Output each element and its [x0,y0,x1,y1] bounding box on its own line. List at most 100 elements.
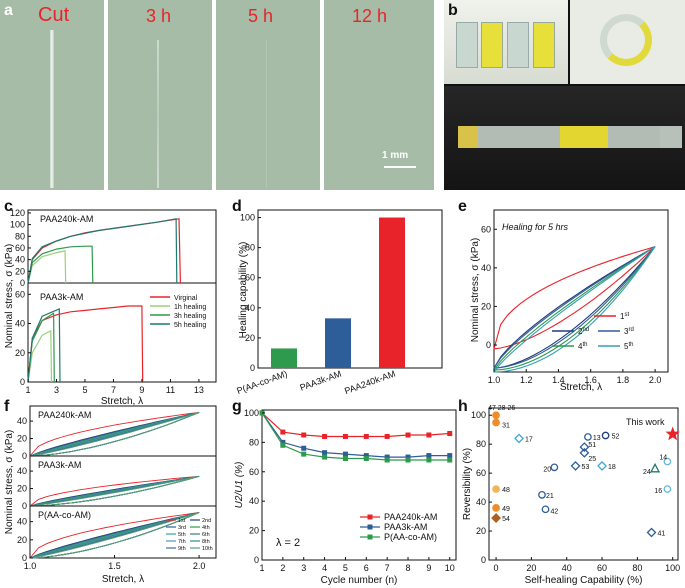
panel-d: 0 20 40 60 80 100 P(AA-co-AM) PAA3k-AM PAA240k-A… [235,209,443,396]
h-point-5 [579,442,590,453]
e-legend-label: 3rd [624,327,634,336]
e-xtick-label: 2.0 [649,375,662,385]
h-point-label: 13 [593,435,601,442]
g-xtick-label: 9 [426,563,431,573]
h-point-0 [492,411,500,420]
f-xtick-label: 2.0 [193,561,206,571]
h-point-6 [579,447,590,458]
g-legend-label: PAA240k-AM [384,512,437,522]
h-point-3 [584,433,592,441]
g-xtick-label: 1 [259,563,264,573]
f-subplot-1-ytick-label: 40 [17,466,27,476]
g-series-2-marker [384,457,390,463]
c-top-series-3 [27,218,178,284]
e-ytick-label: 40 [481,263,491,273]
f-subplot-0-ytick-label: 0 [22,451,27,461]
label-a: a [4,2,13,19]
g-series-1-line [261,412,450,458]
g-series-2-marker [426,457,432,463]
tile-12h-label: 12 h [352,6,388,26]
e-ytick-label: 60 [481,224,491,234]
e-xtick-label: 1.0 [488,375,501,385]
d-ylabel: Healing capability (%) [238,242,249,339]
e-frame [493,209,669,373]
h-xlabel: Self-healing Capability (%) [525,575,643,586]
h-point-label: 18 [608,464,616,471]
g-series-2-marker [280,442,286,448]
photo-3h [108,0,212,190]
e-ytick-label: 0 [486,340,491,350]
e-legend-number: 3 [624,327,629,336]
h-xtick-label: 80 [632,563,642,573]
e-legend-suffix: th [582,342,587,348]
h-point-label: 42 [551,508,559,515]
g-xtick-label: 3 [301,563,306,573]
e-ylabel: Nominal stress, σ (kPa) [470,238,481,343]
f-subplot-0-cycle-9 [29,411,200,457]
tile-cut-label: Cut [38,4,70,26]
c-bottom-series-0 [27,305,144,383]
c-bottom-title: PAA3k-AM [40,292,83,302]
d-bar-1 [325,318,351,368]
e-annotation: Healing for 5 hrs [502,222,569,232]
e-legend-number: 4 [578,342,583,351]
g-series-1-marker [384,454,390,460]
h-point-label: 21 [546,493,554,500]
d-category-label: PAA240k-AM [343,368,397,396]
clamp-right [660,126,682,148]
f-legend-label: 9th [178,546,186,552]
f-subplot-1-ytick-label: 0 [22,501,27,511]
c-xtick-label: 13 [194,385,204,395]
c-top-ytick-label: 20 [15,266,25,276]
g-ytick-label: 80 [249,437,259,447]
c-top-series-2 [27,245,94,284]
h-point-label: 25 [588,456,596,463]
e-legend-number: 5 [624,342,629,351]
h-ytick-label: 40 [476,497,486,507]
vial-yellow-2 [533,22,555,68]
c-bottom-ytick-label: 20 [15,348,25,358]
f-legend-label: 3rd [178,525,186,531]
h-point-16 [541,505,550,514]
h-this-work-label: This work [626,417,665,427]
g-series-0-marker [384,433,390,439]
e-legend-label: 1st [620,312,629,321]
c-top-title: PAA240k-AM [40,214,93,224]
c-xtick-label: 7 [111,385,116,395]
h-point-label: 20 [543,466,551,473]
h-point-2 [514,433,524,444]
e-legend-suffix: rd [628,327,633,333]
f-subplot-1-cycle-9 [29,475,200,507]
h-point-7 [550,463,559,472]
g-series-1-marker [280,439,286,445]
e-legend-number: 1 [620,312,625,321]
c-legend-label: Virginal [174,295,198,302]
g-series-2-line [261,412,450,461]
e-legend-number: 2 [578,327,583,336]
e-legend-suffix: st [624,312,629,318]
c-legend-label: 1h healing [174,304,206,311]
e-legend-label: 5th [624,342,633,351]
h-point-12 [492,485,500,493]
photo-5h [216,0,320,190]
g-legend-label: PAA3k-AM [384,522,427,532]
g-ytick-label: 100 [244,408,259,418]
f-subplot-2-ytick-label: 40 [17,517,27,527]
ring-sample [600,14,652,66]
g-annotation: λ = 2 [276,537,300,549]
e-ytick-label: 20 [481,301,491,311]
h-point-15 [492,504,500,512]
g-series-0-marker [426,432,432,438]
g-series-2-marker [447,457,453,463]
h-point-label: 16 [654,488,662,495]
c-bottom-frame [27,282,217,383]
label-g: g [232,398,242,415]
vial-clear-2 [507,22,529,68]
g-series-2-marker [363,456,369,462]
label-c: c [4,198,13,215]
g-xlabel: Cycle number (n) [321,575,398,586]
e-legend-label: 4th [578,342,587,351]
h-point-17 [491,513,501,523]
e-series-1 [493,246,656,369]
scale-bar-label: 1 mm [382,150,409,161]
